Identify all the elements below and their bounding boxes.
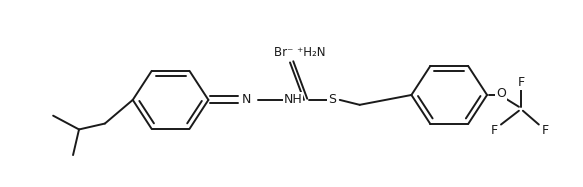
- Text: Br⁻ ⁺H₂N: Br⁻ ⁺H₂N: [274, 46, 326, 59]
- Text: F: F: [517, 76, 525, 89]
- Text: F: F: [542, 124, 549, 137]
- Text: S: S: [328, 93, 336, 106]
- Text: N: N: [241, 93, 251, 106]
- Text: NH: NH: [283, 93, 303, 106]
- Text: F: F: [490, 124, 498, 137]
- Text: O: O: [496, 88, 506, 100]
